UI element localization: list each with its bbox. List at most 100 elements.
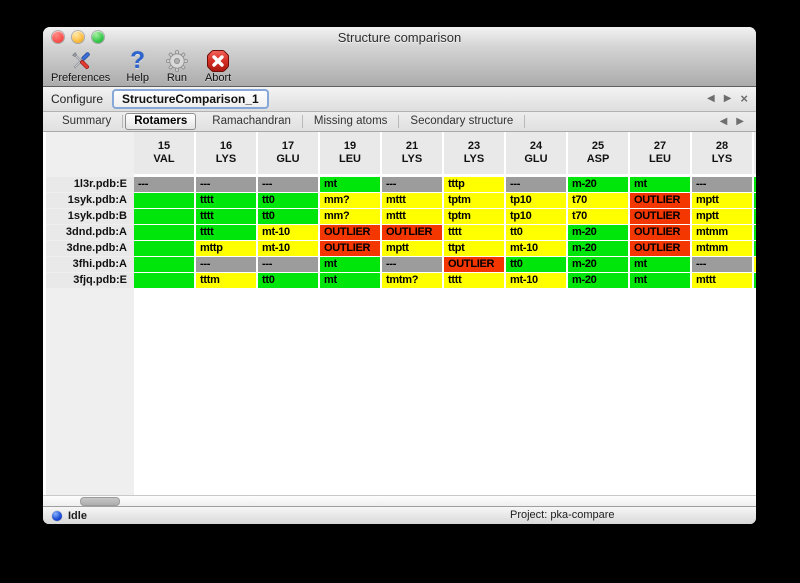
rotamer-cell[interactable]: tp10 <box>506 209 566 224</box>
rotamer-cell[interactable]: tttm <box>196 273 256 288</box>
rotamer-cell[interactable]: --- <box>506 177 566 192</box>
scrollbar-thumb[interactable] <box>80 497 120 506</box>
rotamer-cell[interactable]: mt-10 <box>506 273 566 288</box>
rotamer-cell[interactable]: mptt <box>382 241 442 256</box>
rotamer-cell[interactable]: t70 <box>568 209 628 224</box>
configure-prev-icon[interactable]: ◀ <box>707 93 715 104</box>
tabs-next-icon[interactable]: ▶ <box>736 115 744 127</box>
rotamer-cell[interactable]: OUTLIER <box>444 257 504 272</box>
column-header-16[interactable]: 16 LYS <box>196 132 256 174</box>
close-window-button[interactable] <box>52 31 64 43</box>
rotamer-cell[interactable]: mt <box>630 257 690 272</box>
rotamer-cell[interactable]: tptm <box>444 209 504 224</box>
rotamer-cell[interactable]: tttt <box>196 193 256 208</box>
rotamer-cell[interactable]: tttt <box>444 225 504 240</box>
rotamer-cell[interactable]: --- <box>382 257 442 272</box>
rotamer-cell[interactable]: --- <box>692 257 752 272</box>
run-button[interactable]: Run <box>165 49 189 84</box>
column-header-23[interactable]: 23 LYS <box>444 132 504 174</box>
rotamer-cell[interactable]: mm? <box>320 193 380 208</box>
rotamer-cell[interactable]: m-20 <box>568 225 628 240</box>
rotamer-cell[interactable] <box>134 257 194 272</box>
row-label[interactable]: 1syk.pdb:A <box>46 193 134 208</box>
preferences-button[interactable]: Preferences <box>51 49 110 84</box>
rotamer-cell[interactable]: mt <box>630 273 690 288</box>
rotamer-cell[interactable]: mtmm <box>692 225 752 240</box>
rotamer-cell[interactable]: ttpt <box>444 241 504 256</box>
rotamer-cell[interactable]: --- <box>258 177 318 192</box>
zoom-window-button[interactable] <box>92 31 104 43</box>
rotamer-cell[interactable]: tt0 <box>506 257 566 272</box>
rotamer-cell[interactable]: tt0 <box>258 209 318 224</box>
rotamer-cell[interactable]: mt <box>320 177 380 192</box>
rotamer-cell[interactable]: tttt <box>444 273 504 288</box>
tabs-prev-icon[interactable]: ◀ <box>719 115 728 127</box>
horizontal-scrollbar[interactable] <box>43 495 756 506</box>
rotamer-cell[interactable]: OUTLIER <box>382 225 442 240</box>
rotamer-cell[interactable]: OUTLIER <box>630 225 690 240</box>
column-header-27[interactable]: 27 LEU <box>630 132 690 174</box>
minimize-window-button[interactable] <box>72 31 84 43</box>
rotamer-cell[interactable]: --- <box>196 257 256 272</box>
rotamer-cell[interactable] <box>134 209 194 224</box>
rotamer-cell[interactable]: mttp <box>196 241 256 256</box>
rotamer-cell[interactable]: m-20 <box>568 273 628 288</box>
row-label[interactable]: 3fhi.pdb:A <box>46 257 134 272</box>
help-button[interactable]: ? Help <box>126 49 149 84</box>
rotamer-cell[interactable]: OUTLIER <box>630 209 690 224</box>
rotamer-cell[interactable]: mttt <box>382 209 442 224</box>
rotamer-cell[interactable]: tt0 <box>258 193 318 208</box>
rotamer-cell[interactable]: mptt <box>692 209 752 224</box>
tab-missing-atoms[interactable]: Missing atoms <box>303 115 400 128</box>
row-label[interactable]: 3dnd.pdb:A <box>46 225 134 240</box>
configure-close-icon[interactable]: × <box>740 91 748 106</box>
column-header-21[interactable]: 21 LYS <box>382 132 442 174</box>
rotamer-cell[interactable]: mm? <box>320 209 380 224</box>
rotamer-cell[interactable]: tt0 <box>506 225 566 240</box>
column-header-28[interactable]: 28 LYS <box>692 132 752 174</box>
rotamer-cell[interactable]: m-20 <box>568 257 628 272</box>
rotamer-cell[interactable]: mtmm <box>692 241 752 256</box>
rotamer-cell[interactable]: mt-10 <box>258 241 318 256</box>
rotamer-cell[interactable]: mt <box>630 177 690 192</box>
rotamer-cell[interactable]: mt-10 <box>258 225 318 240</box>
column-header-15[interactable]: 15 VAL <box>134 132 194 174</box>
rotamer-cell[interactable]: m-20 <box>568 241 628 256</box>
configure-selected-tab[interactable]: StructureComparison_1 <box>112 89 269 109</box>
rotamer-cell[interactable]: m-20 <box>568 177 628 192</box>
rotamer-cell[interactable]: tptm <box>444 193 504 208</box>
rotamer-cell[interactable]: --- <box>134 177 194 192</box>
rotamer-cell[interactable]: tttp <box>444 177 504 192</box>
rotamer-cell[interactable]: tmtm? <box>382 273 442 288</box>
row-label[interactable]: 3dne.pdb:A <box>46 241 134 256</box>
column-header-17[interactable]: 17 GLU <box>258 132 318 174</box>
column-header-25[interactable]: 25 ASP <box>568 132 628 174</box>
rotamer-cell[interactable]: mt <box>320 257 380 272</box>
tab-secondary-structure[interactable]: Secondary structure <box>399 115 526 128</box>
rotamer-cell[interactable]: mttt <box>382 193 442 208</box>
rotamer-cell[interactable] <box>134 273 194 288</box>
rotamer-cell[interactable]: --- <box>382 177 442 192</box>
row-label[interactable]: 3fjq.pdb:E <box>46 273 134 288</box>
rotamer-cell[interactable]: tttt <box>196 209 256 224</box>
rotamer-cell[interactable]: --- <box>196 177 256 192</box>
column-header-24[interactable]: 24 GLU <box>506 132 566 174</box>
rotamer-cell[interactable] <box>134 241 194 256</box>
row-label[interactable]: 1l3r.pdb:E <box>46 177 134 192</box>
tab-summary[interactable]: Summary <box>51 115 124 128</box>
tab-rotamers[interactable]: Rotamers <box>125 113 197 130</box>
rotamer-cell[interactable]: OUTLIER <box>630 241 690 256</box>
rotamer-cell[interactable]: mptt <box>692 193 752 208</box>
row-label[interactable]: 1syk.pdb:B <box>46 209 134 224</box>
rotamer-cell[interactable]: tttt <box>196 225 256 240</box>
rotamer-cell[interactable]: OUTLIER <box>630 193 690 208</box>
rotamer-cell[interactable]: --- <box>692 177 752 192</box>
rotamer-cell[interactable]: t70 <box>568 193 628 208</box>
rotamer-cell[interactable]: mt-10 <box>506 241 566 256</box>
tab-ramachandran[interactable]: Ramachandran <box>201 115 303 128</box>
configure-next-icon[interactable]: ▶ <box>723 93 732 104</box>
rotamer-cell[interactable]: mt <box>320 273 380 288</box>
column-header-19[interactable]: 19 LEU <box>320 132 380 174</box>
rotamer-cell[interactable]: OUTLIER <box>320 225 380 240</box>
rotamer-cell[interactable]: --- <box>258 257 318 272</box>
